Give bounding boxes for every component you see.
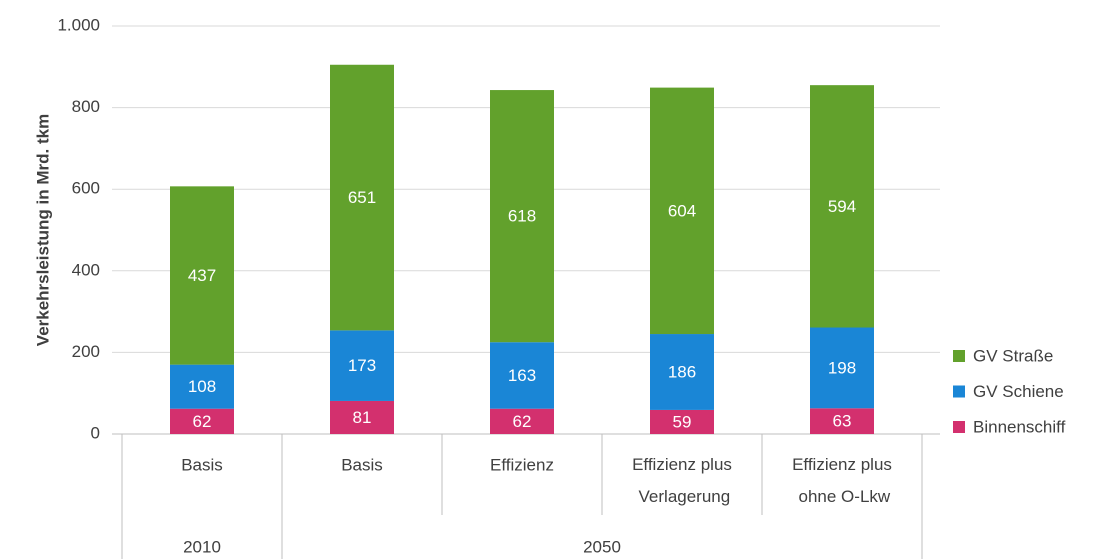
group-label: 2010 — [183, 537, 221, 556]
value-label: 81 — [353, 408, 372, 427]
bar-segment — [330, 64, 394, 331]
bar-segment — [650, 409, 714, 434]
value-label: 186 — [668, 362, 696, 381]
bar-segment — [650, 87, 714, 335]
value-label: 173 — [348, 356, 376, 375]
bar-segment — [490, 408, 554, 434]
bar-segment — [170, 186, 234, 365]
bar-segment — [810, 327, 874, 409]
legend-label: GV Straße — [973, 346, 1053, 365]
legend-swatch — [953, 385, 965, 398]
value-label: 437 — [188, 266, 216, 285]
y-tick-label: 400 — [72, 260, 100, 279]
y-axis-title: Verkehrsleistung in Mrd. tkm — [33, 114, 52, 346]
value-label: 594 — [828, 197, 856, 216]
value-label: 63 — [833, 412, 852, 431]
value-label: 59 — [673, 412, 692, 431]
y-tick-label: 800 — [72, 97, 100, 116]
bar-segment — [810, 85, 874, 328]
legend-swatch — [953, 350, 965, 362]
bar-segment — [330, 330, 394, 401]
x-tick-label: Basis — [341, 455, 383, 474]
y-tick-label: 0 — [91, 423, 100, 442]
x-tick-label: Effizienz — [490, 455, 554, 474]
bar-segment — [330, 400, 394, 434]
y-tick-label: 1.000 — [57, 15, 100, 34]
legend-label: GV Schiene — [973, 382, 1064, 401]
legend-swatch — [953, 421, 965, 433]
value-label: 62 — [513, 412, 532, 431]
y-tick-label: 200 — [72, 342, 100, 361]
value-label: 108 — [188, 377, 216, 396]
value-label: 618 — [508, 207, 536, 226]
bar-segment — [490, 342, 554, 409]
value-label: 604 — [668, 201, 696, 220]
group-label: 2050 — [583, 537, 621, 556]
bar-segment — [170, 364, 234, 409]
bar-segment — [650, 334, 714, 410]
value-label: 651 — [348, 188, 376, 207]
bar-segment — [170, 408, 234, 434]
x-tick-label: Effizienz plus Verlagerung — [632, 455, 732, 506]
x-tick-label: Effizienz plus ohne O-Lkw — [792, 455, 892, 506]
x-tick-label: Basis — [181, 455, 223, 474]
value-label: 62 — [193, 412, 212, 431]
bar-segment — [490, 90, 554, 343]
y-tick-label: 600 — [72, 179, 100, 198]
legend-label: Binnenschiff — [973, 417, 1066, 436]
value-label: 163 — [508, 366, 536, 385]
value-label: 198 — [828, 358, 856, 377]
bar-segment — [810, 408, 874, 434]
